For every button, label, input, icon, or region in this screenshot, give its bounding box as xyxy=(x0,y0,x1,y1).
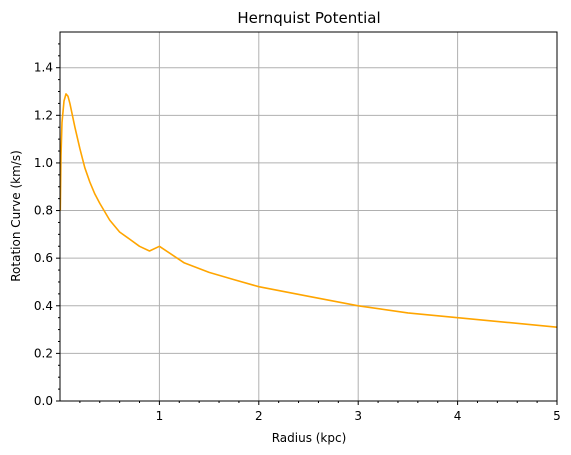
y-tick-label: 0.4 xyxy=(34,299,53,313)
x-axis-label: Radius (kpc) xyxy=(272,431,347,445)
y-tick-label: 1.0 xyxy=(34,156,53,170)
y-tick-label: 0.0 xyxy=(34,394,53,408)
chart-title: Hernquist Potential xyxy=(237,9,380,27)
y-axis-label: Rotation Curve (km/s) xyxy=(9,150,23,282)
y-tick-label: 0.6 xyxy=(34,251,53,265)
major-ticks xyxy=(56,67,558,405)
tick-labels: 1 2 3 4 5 0.0 0.2 0.4 0.6 0.8 1.0 1.2 1.4 xyxy=(34,61,561,423)
y-tick-label: 1.4 xyxy=(34,61,53,75)
y-tick-label: 0.2 xyxy=(34,346,53,360)
x-tick-label: 2 xyxy=(255,409,263,423)
x-tick-label: 4 xyxy=(454,409,462,423)
x-tick-label: 1 xyxy=(156,409,164,423)
y-tick-label: 1.2 xyxy=(34,108,53,122)
minor-ticks xyxy=(58,43,538,403)
plot-frame xyxy=(59,31,558,402)
grid xyxy=(60,32,558,402)
series-line xyxy=(59,93,558,328)
x-tick-label: 5 xyxy=(553,409,561,423)
x-tick-label: 3 xyxy=(354,409,362,423)
y-tick-label: 0.8 xyxy=(34,204,53,218)
series-layer xyxy=(59,93,558,328)
